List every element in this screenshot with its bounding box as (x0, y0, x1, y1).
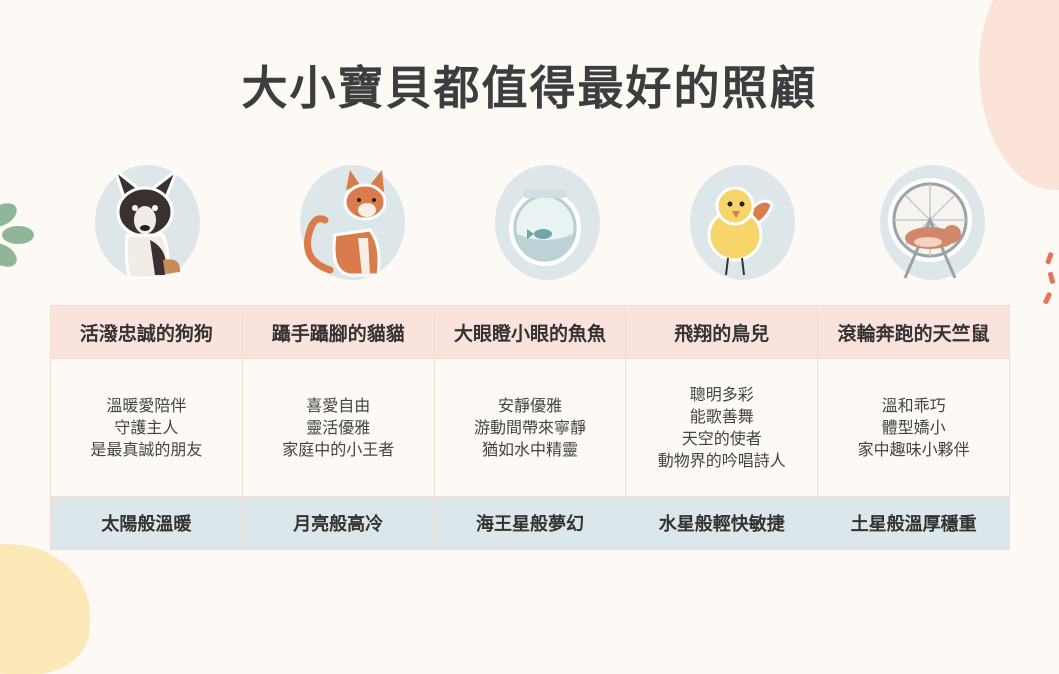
column-header: 活潑忠誠的狗狗 (50, 305, 243, 359)
description-line: 體型嬌小 (881, 417, 946, 437)
description-line: 家中趣味小夥伴 (857, 439, 970, 459)
cat-icon (290, 160, 410, 285)
description-line: 安靜優雅 (497, 395, 562, 415)
description-cell: 溫和乖巧 體型嬌小 家中趣味小夥伴 (817, 358, 1010, 497)
footer-cell: 月亮般高冷 (241, 496, 435, 550)
description-line: 猶如水中精靈 (481, 439, 578, 459)
footer-cell: 海王星般夢幻 (433, 496, 627, 550)
table-footer-row: 太陽般溫暖 月亮般高冷 海王星般夢幻 水星般輕快敏捷 土星般溫厚穩重 (50, 496, 1010, 550)
description-line: 聰明多彩 (689, 384, 754, 404)
footer-cell: 土星般溫厚穩重 (817, 496, 1010, 550)
leaf-icon (0, 203, 34, 267)
description-line: 動物界的吟唱詩人 (657, 450, 786, 470)
description-line: 守護主人 (114, 417, 179, 437)
description-cell: 喜愛自由 靈活優雅 家庭中的小王者 (241, 358, 435, 497)
hamster-wheel-icon (870, 160, 990, 285)
footer-cell: 太陽般溫暖 (50, 496, 243, 550)
pet-comparison-table: 活潑忠誠的狗狗 躡手躡腳的貓貓 大眼瞪小眼的魚魚 飛翔的鳥兒 滾輪奔跑的天竺鼠 … (50, 305, 1010, 550)
fishbowl-icon (485, 160, 605, 285)
table-header-row: 活潑忠誠的狗狗 躡手躡腳的貓貓 大眼瞪小眼的魚魚 飛翔的鳥兒 滾輪奔跑的天竺鼠 (50, 305, 1010, 359)
bird-icon (680, 160, 800, 285)
description-line: 靈活優雅 (306, 417, 371, 437)
description-line: 是最真誠的朋友 (90, 439, 203, 459)
description-line: 天空的使者 (681, 428, 762, 448)
description-line: 游動間帶來寧靜 (473, 417, 586, 437)
pet-icons-row (50, 160, 1010, 290)
column-header: 滾輪奔跑的天竺鼠 (817, 305, 1010, 359)
column-header: 大眼瞪小眼的魚魚 (433, 305, 627, 359)
dog-icon (85, 160, 205, 285)
table-body-row: 溫暖愛陪伴 守護主人 是最真誠的朋友 喜愛自由 靈活優雅 家庭中的小王者 安靜優… (50, 358, 1010, 497)
column-header: 躡手躡腳的貓貓 (241, 305, 435, 359)
description-line: 溫暖愛陪伴 (106, 395, 187, 415)
description-cell: 安靜優雅 游動間帶來寧靜 猶如水中精靈 (433, 358, 627, 497)
column-header: 飛翔的鳥兒 (625, 305, 819, 359)
page-title: 大小寶貝都值得最好的照顧 (241, 61, 818, 115)
description-cell: 溫暖愛陪伴 守護主人 是最真誠的朋友 (50, 358, 243, 497)
footer-cell: 水星般輕快敏捷 (625, 496, 819, 550)
description-line: 家庭中的小王者 (282, 439, 395, 459)
confetti-dots-icon (1043, 252, 1056, 305)
description-line: 能歌善舞 (689, 406, 754, 426)
decorative-blob-bottom-left (0, 544, 90, 674)
description-line: 喜愛自由 (306, 395, 371, 415)
description-cell: 聰明多彩 能歌善舞 天空的使者 動物界的吟唱詩人 (625, 358, 819, 497)
description-line: 溫和乖巧 (881, 395, 946, 415)
